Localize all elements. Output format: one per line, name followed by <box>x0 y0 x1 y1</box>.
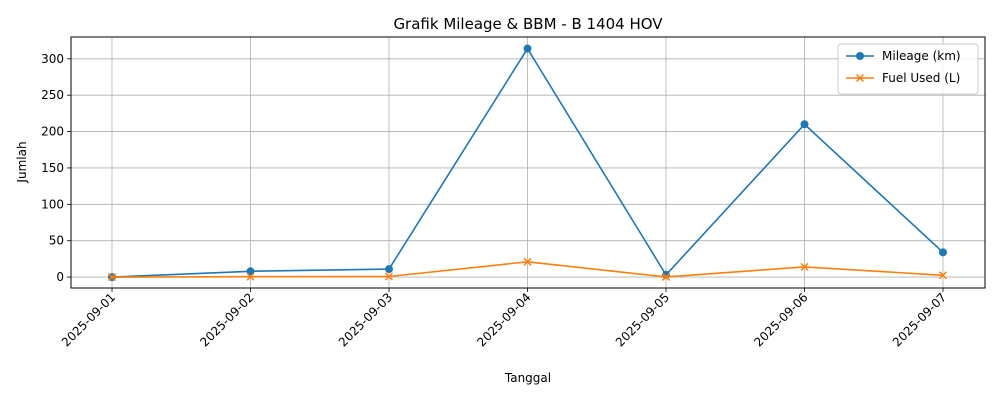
data-point-fuel <box>384 272 394 281</box>
y-tick-label: 50 <box>49 234 64 248</box>
data-point-mileage <box>939 248 947 257</box>
x-tick-label: 2025-09-02 <box>197 290 256 349</box>
x-tick-label: 2025-09-07 <box>890 290 949 349</box>
chart-title: Grafik Mileage & BBM - B 1404 HOV <box>393 15 663 33</box>
ticks: 2025-09-01 2025-09-02 2025-09-03 2025-09-04… <box>41 52 949 350</box>
x-tick-label: 2025-09-01 <box>59 290 118 349</box>
x-tick-label: 2025-09-05 <box>613 290 672 349</box>
x-axis-label: Tanggal <box>504 371 551 385</box>
plot-frame <box>70 36 986 289</box>
data-point-mileage <box>385 265 393 274</box>
series-layer <box>107 44 948 282</box>
data-point-fuel <box>938 271 948 280</box>
legend-label-fuel: Fuel Used (L) <box>882 71 960 85</box>
y-tick-label: 300 <box>41 52 64 66</box>
grid <box>71 37 985 288</box>
series-fuel <box>107 257 948 282</box>
legend-marker-mileage <box>856 52 864 60</box>
y-axis-label: Jumlah <box>15 141 29 183</box>
data-point-fuel <box>523 257 532 266</box>
legend-label-mileage: Mileage (km) <box>882 49 961 63</box>
data-point-fuel <box>661 272 671 281</box>
legend-marker-fuel <box>855 73 865 83</box>
data-point-mileage <box>246 267 255 276</box>
data-point-mileage <box>523 44 532 53</box>
y-tick-label: 150 <box>41 161 64 175</box>
x-tick-label: 2025-09-06 <box>751 290 810 349</box>
y-tick-label: 250 <box>41 88 64 102</box>
data-point-mileage <box>800 120 809 129</box>
data-point-fuel <box>246 272 255 281</box>
data-point-fuel <box>107 273 117 282</box>
x-tick-label: 2025-09-04 <box>474 290 533 349</box>
y-tick-label: 100 <box>41 197 64 211</box>
data-point-fuel <box>800 262 809 271</box>
legend: Mileage (km) Fuel Used (L) <box>837 43 979 95</box>
x-tick-label: 2025-09-03 <box>336 290 395 349</box>
y-tick-label: 0 <box>56 270 64 284</box>
y-tick-label: 200 <box>41 125 64 139</box>
